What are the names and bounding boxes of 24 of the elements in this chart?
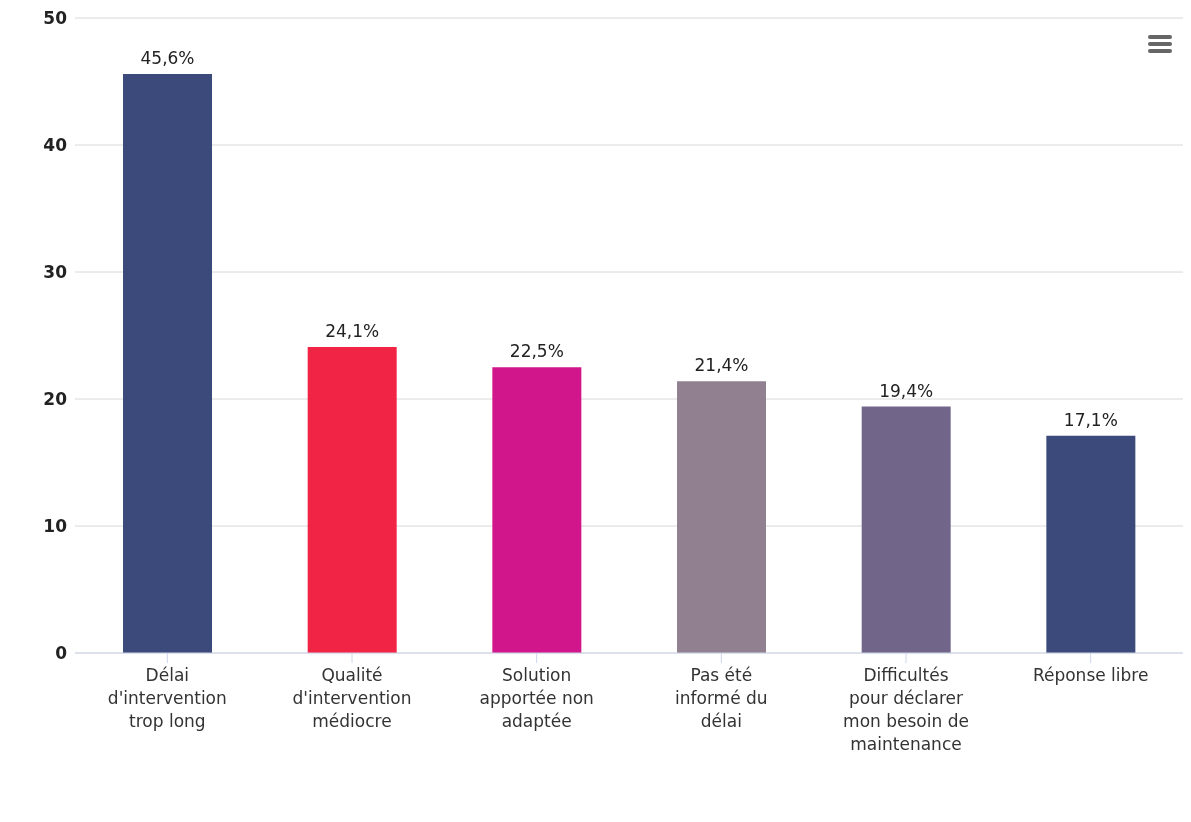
bar <box>677 381 767 653</box>
bar <box>861 406 951 653</box>
x-tick-label: Réponse libre <box>1032 665 1149 685</box>
data-label: 17,1% <box>1063 409 1118 430</box>
x-tick-label: Qualité d'intervention médiocre <box>292 665 412 731</box>
bar <box>492 367 582 653</box>
bar <box>1046 435 1136 653</box>
data-label: 19,4% <box>879 380 934 401</box>
data-label: 24,1% <box>325 320 380 341</box>
bar <box>307 346 397 653</box>
x-tick-label: Pas été informé du délai <box>675 665 768 731</box>
y-tick-label: 40 <box>43 135 68 156</box>
bar <box>123 73 213 653</box>
data-label: 22,5% <box>509 341 564 362</box>
y-tick-label: 0 <box>55 643 68 664</box>
y-tick-label: 50 <box>43 8 68 29</box>
data-label: 45,6% <box>140 47 195 68</box>
data-label: 21,4% <box>694 355 749 376</box>
x-tick-label: Solution apportée non adaptée <box>479 665 594 731</box>
y-tick-label: 10 <box>43 516 68 537</box>
x-tick-label: Délai d'intervention trop long <box>107 665 227 731</box>
y-tick-label: 20 <box>43 389 68 410</box>
x-tick-label: Difficultés pour déclarer mon besoin de maintenance <box>843 665 969 754</box>
y-tick-label: 30 <box>43 262 68 283</box>
